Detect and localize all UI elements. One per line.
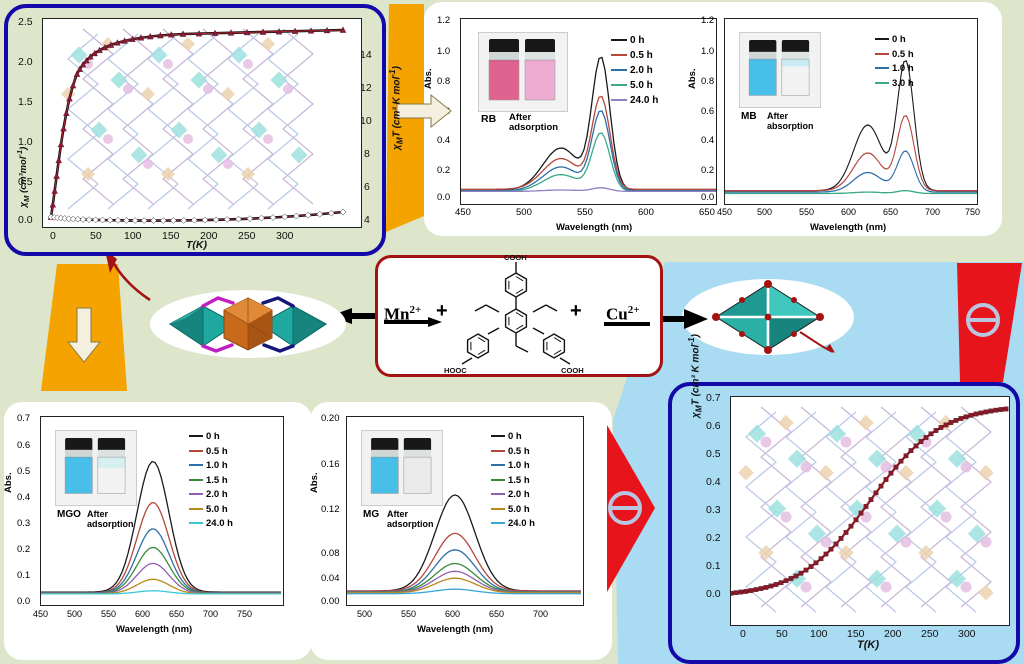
- svg-text:HOOC: HOOC: [444, 366, 467, 375]
- svg-text:COOH: COOH: [504, 253, 527, 262]
- svg-text:COOH: COOH: [561, 366, 584, 375]
